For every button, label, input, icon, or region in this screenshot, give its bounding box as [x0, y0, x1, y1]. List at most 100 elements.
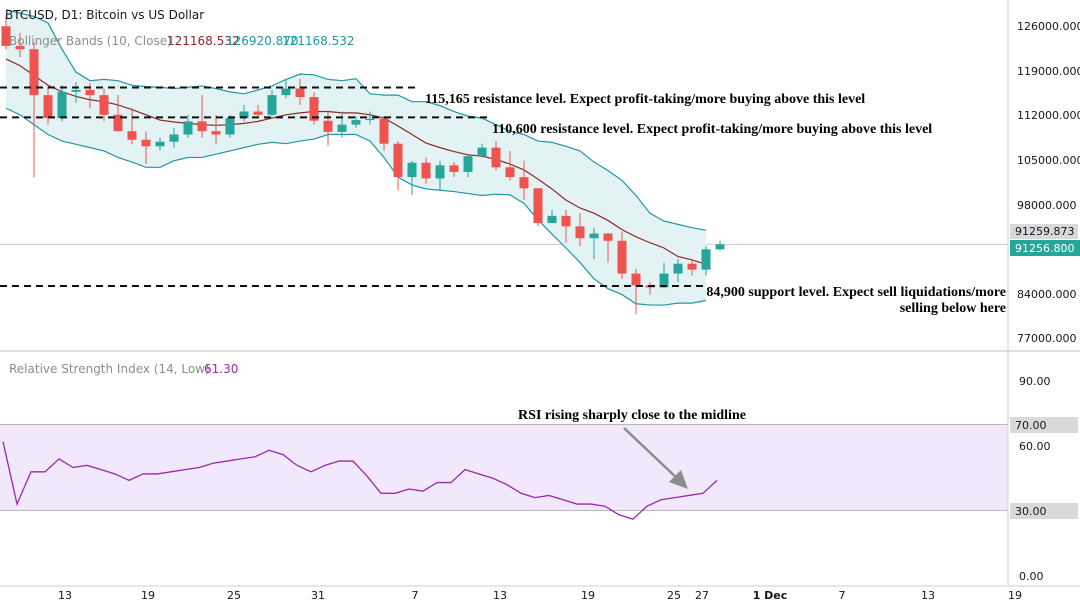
candle-body: [183, 121, 193, 135]
time-tick-label: 7: [412, 589, 419, 602]
rsi-pane[interactable]: [0, 424, 1008, 511]
price-tick-label: 126000.000: [1017, 20, 1080, 33]
time-tick-label: 31: [311, 589, 325, 602]
candle-body: [323, 120, 333, 132]
candle-body: [155, 141, 165, 147]
bollinger-middle-value: 126920.870: [226, 34, 299, 48]
time-tick-label: 19: [141, 589, 155, 602]
rsi-tick-label: 60.00: [1019, 440, 1051, 453]
candle-body: [15, 45, 25, 50]
candle-body: [603, 233, 613, 241]
candle-body: [43, 95, 53, 119]
support-1-annotation-line2: selling below here: [900, 301, 1006, 316]
rsi-annotation-arrow: [623, 427, 688, 489]
candle-body: [127, 131, 137, 140]
rsi-30-badge: [1010, 503, 1078, 519]
candle-body: [701, 249, 711, 270]
candle-body: [169, 134, 179, 142]
time-tick-label: 25: [667, 589, 681, 602]
rsi-tick-label: 0.00: [1019, 570, 1044, 583]
rsi-legend-value: 61.30: [204, 362, 238, 376]
rsi-70-badge: [1010, 417, 1078, 433]
price-axis[interactable]: 126000.000 119000.000 112000.000 105000.…: [1017, 20, 1080, 345]
time-axis[interactable]: 13 19 25 31 7 13 19 25 27 1 Dec 7 13 19: [58, 589, 1022, 602]
time-tick-label: 19: [1008, 589, 1022, 602]
rsi-tick-label: 90.00: [1019, 375, 1051, 388]
candle-body: [435, 165, 445, 179]
candle-body: [99, 95, 109, 115]
candle-body: [687, 263, 697, 270]
rsi-70-label: 70.00: [1015, 419, 1047, 432]
resistance-1-annotation: 115,165 resistance level. Expect profit-…: [425, 92, 865, 107]
bollinger-legend-name[interactable]: Bollinger Bands (10, Close): [9, 34, 172, 48]
candle-body: [239, 111, 249, 119]
rsi-axis[interactable]: 90.00 60.00 0.00: [1019, 375, 1051, 583]
time-tick-label: 27: [695, 589, 709, 602]
bollinger-fill: [6, 9, 706, 306]
candle-body: [211, 131, 221, 135]
time-tick-label: 13: [493, 589, 507, 602]
candle-body: [351, 120, 361, 125]
candle-body: [365, 118, 375, 121]
bollinger-basis-line: [5, 58, 707, 265]
candle-body: [477, 147, 487, 157]
candle-body: [141, 139, 151, 147]
rsi-annotation: RSI rising sharply close to the midline: [518, 408, 746, 423]
candle-body: [463, 156, 473, 172]
candle-body: [659, 273, 669, 288]
price-tick-label: 112000.000: [1017, 109, 1080, 122]
candle-body: [309, 97, 319, 121]
symbol-title: BTCUSD, D1: Bitcoin vs US Dollar: [5, 8, 204, 22]
candle-body: [393, 143, 403, 178]
time-tick-label: 25: [227, 589, 241, 602]
candle-body: [295, 88, 305, 98]
candle-body: [505, 167, 515, 178]
time-tick-label: 13: [921, 589, 935, 602]
resistance-2-annotation: 110,600 resistance level. Expect profit-…: [492, 122, 932, 137]
time-tick-label: 19: [581, 589, 595, 602]
candle-body: [449, 165, 459, 172]
time-tick-label: 13: [58, 589, 72, 602]
price-tick-label: 84000.000: [1017, 288, 1077, 301]
price-tick-label: 77000.000: [1017, 332, 1077, 345]
candle-body: [407, 162, 417, 178]
candles: [1, 15, 725, 315]
candle-body: [617, 240, 627, 274]
bollinger-upper-line: [5, 9, 707, 231]
candle-body: [225, 118, 235, 135]
candle-body: [589, 233, 599, 239]
rsi-line: [2, 441, 718, 520]
time-tick-label: 7: [839, 589, 846, 602]
rsi-30-label: 30.00: [1015, 505, 1047, 518]
bollinger-upper-value: 121168.532: [167, 34, 240, 48]
candle-body: [267, 95, 277, 115]
rsi-legend-name[interactable]: Relative Strength Index (14, Low): [9, 362, 210, 376]
last-price-badge: [1010, 240, 1080, 256]
candle-body: [85, 89, 95, 96]
candle-body: [113, 114, 123, 132]
time-tick-label: 1 Dec: [753, 589, 788, 602]
candle-body: [533, 188, 543, 224]
support-1-annotation: 84,900 support level. Expect sell liquid…: [706, 285, 1006, 300]
candle-body: [547, 215, 557, 224]
level-lines: [0, 86, 705, 288]
bb-upper-price-badge: [1010, 224, 1078, 239]
candle-body: [57, 91, 67, 119]
candle-body: [673, 263, 683, 274]
bollinger-lower-value: 121168.532: [282, 34, 355, 48]
candle-body: [253, 111, 263, 115]
bollinger-lower-line: [5, 107, 707, 306]
candle-body: [561, 215, 571, 227]
price-tick-label: 98000.000: [1017, 199, 1077, 212]
candle-body: [337, 124, 347, 132]
candle-body: [281, 88, 291, 96]
candle-body: [631, 273, 641, 286]
candle-body: [421, 162, 431, 179]
price-tick-label: 105000.000: [1017, 154, 1080, 167]
candle-body: [491, 147, 501, 168]
candle-body: [71, 89, 81, 92]
candle-body: [575, 226, 585, 239]
bb-upper-price-label: 91259.873: [1015, 225, 1075, 238]
